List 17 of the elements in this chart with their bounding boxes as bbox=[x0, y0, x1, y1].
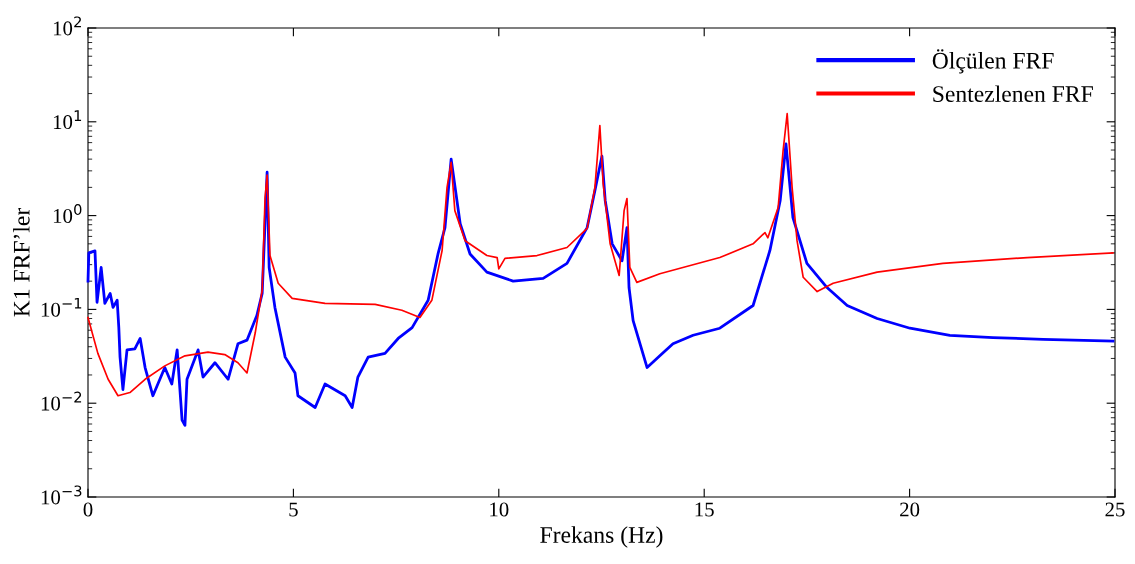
legend-label: Sentezlenen FRF bbox=[933, 85, 1093, 103]
x-tick-label: 25 bbox=[1105, 502, 1125, 517]
x-tick-label: 20 bbox=[900, 502, 920, 517]
legend-label: Ölçülen FRF bbox=[932, 49, 1054, 74]
y-tick-label: 10$^{−3}$ bbox=[41, 485, 82, 505]
x-tick-label: 15 bbox=[695, 502, 714, 517]
line-series bbox=[87, 112, 1114, 397]
y-tick-label: 10$^{−2}$ bbox=[41, 391, 82, 411]
x-tick-label: 5 bbox=[289, 502, 298, 517]
x-axis-title: Frekans (Hz) bbox=[540, 526, 663, 548]
y-axis-title: K1 FRF’ler bbox=[13, 207, 30, 317]
y-tick-label: 10$^{0}$ bbox=[53, 204, 82, 224]
y-tick-label: 10$^{2}$ bbox=[53, 16, 81, 36]
x-tick-label: 0 bbox=[83, 502, 93, 517]
y-tick-label: 10$^{−1}$ bbox=[41, 297, 82, 317]
y-tick-label: 10$^{1}$ bbox=[53, 110, 82, 130]
x-tick-label: 10 bbox=[490, 502, 509, 517]
